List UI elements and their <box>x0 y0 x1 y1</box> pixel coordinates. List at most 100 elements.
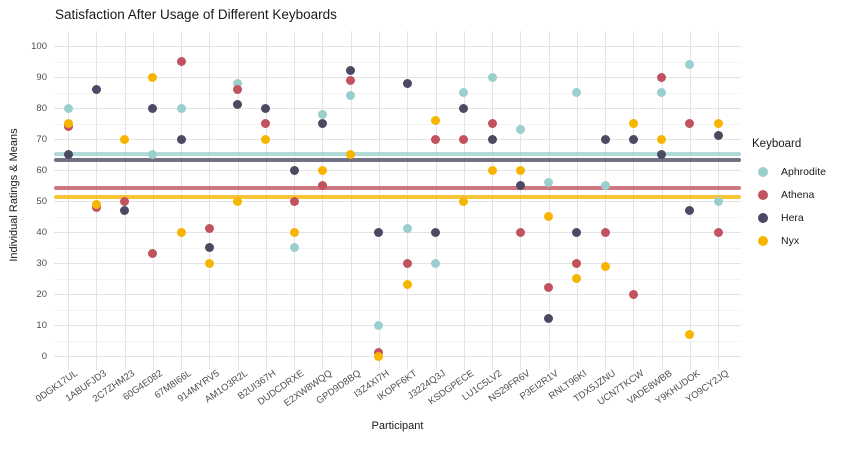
data-point-nyx <box>713 119 723 128</box>
data-point-aphrodite <box>402 224 412 234</box>
data-point-nyx <box>91 199 101 209</box>
data-point-athena <box>233 84 243 94</box>
data-point-athena <box>487 119 497 128</box>
data-point-aphrodite <box>685 60 695 70</box>
minor-gridline <box>54 278 741 280</box>
mean-line-hera <box>54 157 741 162</box>
data-point-aphrodite <box>289 243 299 252</box>
data-point-hera <box>289 165 299 175</box>
category-gridline <box>322 31 324 370</box>
data-point-hera <box>63 150 73 159</box>
legend-swatch-nyx-icon <box>758 235 768 246</box>
data-point-nyx <box>402 280 412 290</box>
legend-item-nyx: Nyx <box>752 229 855 252</box>
data-point-aphrodite <box>572 88 582 97</box>
legend-label-hera: Hera <box>781 211 804 224</box>
minor-gridline <box>54 61 741 63</box>
minor-gridline <box>54 92 741 94</box>
legend: Keyboard Aphrodite Athena Hera Nyx <box>752 138 855 252</box>
category-gridline <box>209 31 211 370</box>
data-point-hera <box>204 243 214 252</box>
data-point-nyx <box>600 261 610 271</box>
data-point-hera <box>515 181 525 190</box>
category-gridline <box>520 31 522 370</box>
y-tick-label: 20 <box>36 288 47 300</box>
legend-label-nyx: Nyx <box>781 234 800 247</box>
data-point-hera <box>176 134 186 144</box>
data-point-hera <box>431 227 440 237</box>
data-point-hera <box>459 103 469 113</box>
data-point-aphrodite <box>148 150 158 159</box>
y-tick-label: 30 <box>36 257 47 269</box>
data-point-athena <box>120 196 130 206</box>
data-point-athena <box>261 119 271 128</box>
y-tick-label: 100 <box>31 40 47 52</box>
data-point-nyx <box>487 165 497 175</box>
data-point-athena <box>600 227 610 237</box>
data-point-athena <box>346 75 356 85</box>
data-point-aphrodite <box>374 320 384 330</box>
major-gridline <box>54 263 741 264</box>
data-point-athena <box>544 283 554 293</box>
data-point-nyx <box>515 165 525 175</box>
data-point-hera <box>544 314 554 324</box>
data-point-athena <box>176 57 186 66</box>
data-point-hera <box>628 134 638 144</box>
data-point-nyx <box>120 134 130 144</box>
data-point-athena <box>402 258 412 268</box>
category-gridline <box>68 31 69 370</box>
major-gridline <box>54 232 741 233</box>
data-point-nyx <box>572 274 582 283</box>
y-tick-label: 90 <box>36 71 47 83</box>
data-point-nyx <box>685 329 695 339</box>
data-point-athena <box>431 134 440 144</box>
data-point-athena <box>713 227 723 237</box>
category-gridline <box>605 31 607 370</box>
data-point-nyx <box>544 212 554 221</box>
data-point-athena <box>685 119 695 128</box>
chart-title: Satisfaction After Usage of Different Ke… <box>55 7 337 22</box>
data-point-aphrodite <box>431 258 440 268</box>
category-gridline <box>576 31 578 370</box>
data-point-nyx <box>317 165 327 175</box>
legend-label-athena: Athena <box>781 188 815 201</box>
major-gridline <box>54 325 741 326</box>
minor-gridline <box>54 216 741 218</box>
data-point-athena <box>204 224 214 234</box>
category-gridline <box>689 31 691 370</box>
data-point-nyx <box>374 351 384 361</box>
category-gridline <box>492 31 494 370</box>
y-tick-label: 10 <box>36 319 47 331</box>
data-point-hera <box>346 66 356 76</box>
data-point-aphrodite <box>544 177 554 187</box>
data-point-nyx <box>657 134 667 144</box>
data-point-hera <box>402 78 412 88</box>
mean-line-aphrodite <box>54 151 741 156</box>
legend-swatch-hera-icon <box>758 212 768 223</box>
major-gridline <box>54 294 741 295</box>
data-point-hera <box>657 150 667 159</box>
category-gridline <box>548 31 550 370</box>
category-gridline <box>435 31 437 370</box>
major-gridline <box>54 170 741 171</box>
data-point-athena <box>148 249 158 259</box>
data-point-aphrodite <box>657 88 667 97</box>
data-point-nyx <box>148 72 158 82</box>
data-point-hera <box>317 119 327 128</box>
data-point-nyx <box>204 258 214 268</box>
data-point-hera <box>487 134 497 144</box>
minor-gridline <box>54 123 741 125</box>
data-point-athena <box>289 196 299 206</box>
data-point-nyx <box>233 196 243 206</box>
y-tick-label: 70 <box>36 133 47 145</box>
minor-gridline <box>54 309 741 311</box>
data-point-aphrodite <box>459 88 469 97</box>
legend-title: Keyboard <box>752 138 802 150</box>
data-point-aphrodite <box>63 103 73 113</box>
major-gridline <box>54 201 741 202</box>
data-point-nyx <box>63 119 73 128</box>
category-gridline <box>152 31 154 370</box>
legend-label-aphrodite: Aphrodite <box>781 165 826 178</box>
major-gridline <box>54 108 741 109</box>
data-point-hera <box>572 227 582 237</box>
